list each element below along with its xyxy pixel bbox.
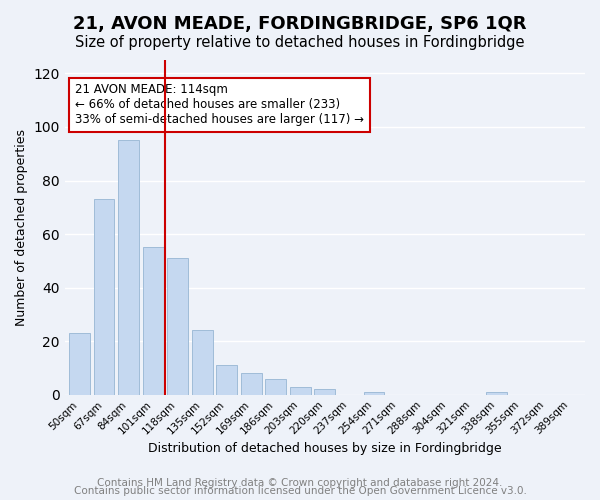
Bar: [241, 374, 262, 394]
Text: Contains HM Land Registry data © Crown copyright and database right 2024.: Contains HM Land Registry data © Crown c…: [97, 478, 503, 488]
Bar: [364, 392, 385, 394]
Bar: [192, 330, 212, 394]
Bar: [314, 390, 335, 394]
Bar: [265, 378, 286, 394]
Bar: [290, 386, 311, 394]
Bar: [143, 248, 164, 394]
Bar: [94, 199, 115, 394]
Text: 21 AVON MEADE: 114sqm
← 66% of detached houses are smaller (233)
33% of semi-det: 21 AVON MEADE: 114sqm ← 66% of detached …: [75, 84, 364, 126]
Bar: [167, 258, 188, 394]
Text: 21, AVON MEADE, FORDINGBRIDGE, SP6 1QR: 21, AVON MEADE, FORDINGBRIDGE, SP6 1QR: [73, 15, 527, 33]
Bar: [217, 366, 237, 394]
Y-axis label: Number of detached properties: Number of detached properties: [15, 129, 28, 326]
Text: Contains public sector information licensed under the Open Government Licence v3: Contains public sector information licen…: [74, 486, 526, 496]
Bar: [69, 333, 90, 394]
Bar: [486, 392, 507, 394]
Text: Size of property relative to detached houses in Fordingbridge: Size of property relative to detached ho…: [75, 35, 525, 50]
X-axis label: Distribution of detached houses by size in Fordingbridge: Distribution of detached houses by size …: [148, 442, 502, 455]
Bar: [118, 140, 139, 394]
